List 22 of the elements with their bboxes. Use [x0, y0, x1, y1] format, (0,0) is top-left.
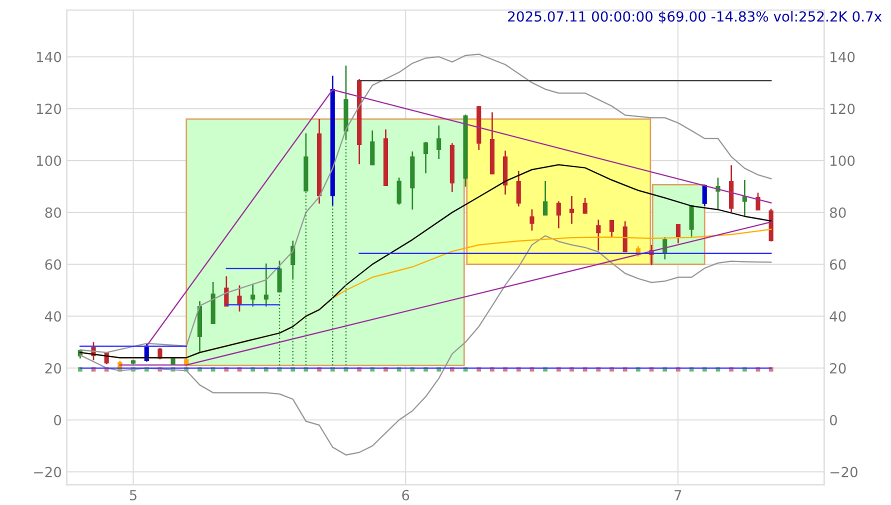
y2-tick-label: 120 [830, 104, 855, 114]
x-tick-label: 7 [674, 490, 682, 500]
x-tick-label: 5 [130, 490, 136, 500]
y2-tick-label: 80 [830, 207, 846, 218]
y2-tick-label: 20 [830, 363, 846, 374]
y-tick-label: 60 [45, 259, 62, 270]
y-tick-label: 0 [54, 414, 62, 426]
x-tick-label: 6 [402, 490, 410, 500]
y-tick-label: 20 [45, 363, 62, 374]
y2-tick-label: −20 [830, 466, 858, 478]
y-tick-label: 120 [36, 104, 62, 114]
y-tick-label: 40 [44, 311, 62, 322]
y-tick-label: 140 [36, 52, 62, 62]
y2-tick-label: 60 [830, 259, 846, 270]
y-tick-label: −20 [34, 466, 62, 478]
y2-tick-label: 40 [830, 311, 846, 322]
y-tick-label: 80 [45, 207, 62, 218]
chart-title: 2025.07.11 00:00:00 $69.00 -14.83% vol:252.2K 0.7x [508, 10, 882, 24]
y2-tick-label: 100 [830, 156, 855, 166]
y2-tick-label: 0 [830, 414, 837, 426]
y-tick-label: 100 [36, 156, 62, 166]
y2-tick-label: 140 [830, 52, 855, 62]
